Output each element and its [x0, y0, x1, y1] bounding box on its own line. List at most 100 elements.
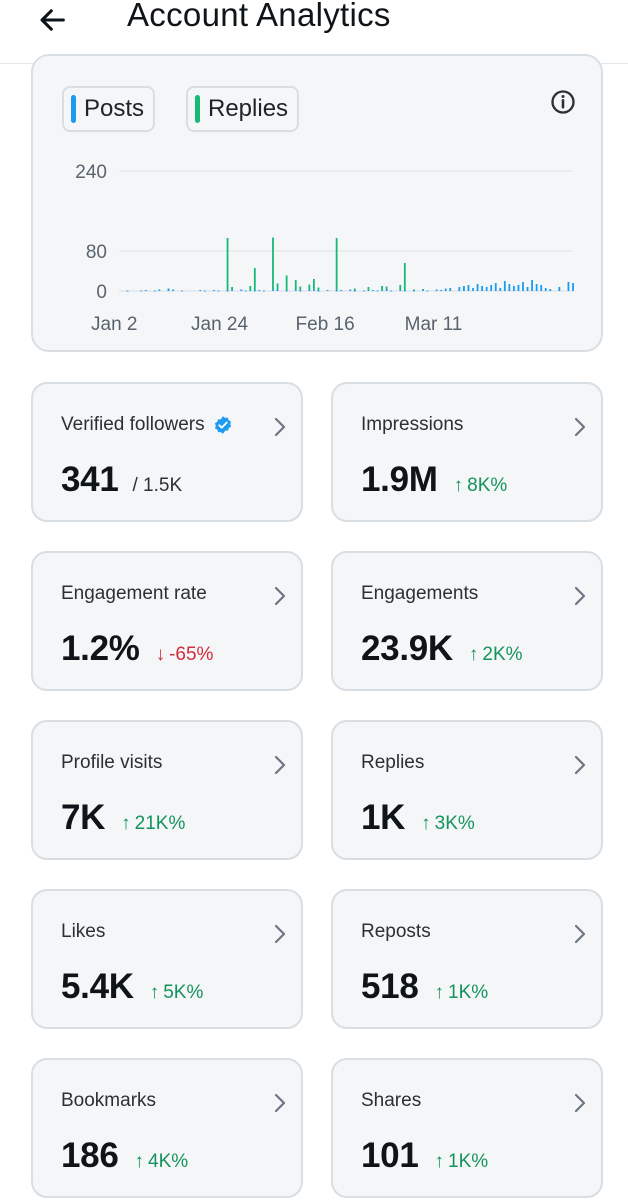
bar-posts: [317, 290, 320, 292]
stat-main: 1K ↑ 3K%: [361, 798, 475, 838]
replies-swatch: [195, 95, 200, 123]
bar-replies: [285, 275, 288, 291]
top-app-bar: Account Analytics: [0, 0, 628, 64]
stat-main: 23.9K ↑ 2K%: [361, 629, 523, 669]
chevron-right-icon: [274, 755, 286, 775]
bar-posts: [372, 290, 374, 291]
chevron-right-icon: [574, 755, 586, 775]
bar-posts: [531, 280, 533, 291]
stat-delta: ↑ 3K%: [421, 813, 475, 835]
bar-posts: [426, 290, 429, 292]
bar-posts: [272, 290, 274, 291]
chevron-right-icon: [274, 1093, 286, 1113]
bar-posts: [535, 284, 538, 291]
bar-posts: [490, 285, 493, 291]
arrow-up-icon: ↑: [421, 813, 431, 834]
bar-posts: [353, 290, 356, 292]
info-icon[interactable]: [549, 88, 577, 116]
stat-delta-value: -65%: [169, 644, 214, 665]
stat-card-reposts[interactable]: Reposts 518 ↑ 1K%: [331, 889, 603, 1029]
bar-posts: [567, 282, 570, 291]
stat-card-bookmarks[interactable]: Bookmarks 186 ↑ 4K%: [31, 1058, 303, 1198]
stat-value: 1K: [361, 798, 406, 837]
bar-posts: [449, 288, 452, 291]
bar-posts: [217, 290, 220, 292]
stat-label: Engagement rate: [61, 583, 207, 605]
x-tick-label: Jan 2: [91, 314, 137, 335]
verified-badge-icon: [214, 416, 231, 434]
stat-card-verified-followers[interactable]: Verified followers 341 / 1.5K: [31, 382, 303, 522]
bar-posts: [435, 289, 438, 291]
bar-posts: [403, 290, 406, 292]
bar-posts: [376, 290, 379, 292]
stat-card-shares[interactable]: Shares 101 ↑ 1K%: [331, 1058, 603, 1198]
y-tick-label: 80: [86, 242, 107, 263]
bar-posts: [199, 290, 202, 291]
bar-posts: [363, 290, 365, 292]
bar-posts: [476, 284, 479, 291]
bar-posts: [213, 290, 215, 291]
x-tick-label: Jan 24: [191, 314, 248, 335]
arrow-up-icon: ↑: [434, 1151, 445, 1172]
bar-posts: [544, 288, 547, 291]
stat-card-replies[interactable]: Replies 1K ↑ 3K%: [331, 720, 603, 860]
bar-replies: [335, 238, 338, 291]
stat-card-impressions[interactable]: Impressions 1.9M ↑ 8K%: [331, 382, 603, 522]
stat-value: 23.9K: [361, 629, 453, 668]
bar-replies: [249, 286, 252, 291]
stat-main: 518 ↑ 1K%: [361, 967, 488, 1007]
stat-delta: ↑ 8K%: [454, 475, 508, 497]
stat-value: 518: [361, 967, 419, 1006]
chevron-right-icon: [274, 924, 286, 944]
arrow-down-icon: ↓: [155, 644, 166, 665]
stat-card-profile-visits[interactable]: Profile visits 7K ↑ 21K%: [31, 720, 303, 860]
stat-card-engagements[interactable]: Engagements 23.9K ↑ 2K%: [331, 551, 603, 691]
stat-delta-value: 1K%: [448, 1151, 489, 1172]
stat-delta-value: 1K%: [448, 982, 489, 1003]
bar-replies: [422, 289, 424, 290]
legend-toggle-posts[interactable]: Posts: [62, 86, 156, 132]
bar-posts: [335, 290, 338, 292]
bar-posts: [517, 285, 520, 291]
stat-delta: ↑ 4K%: [135, 1151, 189, 1173]
stat-label-text: Shares: [361, 1090, 422, 1111]
bar-posts: [226, 290, 229, 292]
stat-label-text: Replies: [361, 752, 425, 773]
bar-posts: [253, 290, 256, 292]
x-tick-label: Mar 11: [405, 314, 463, 335]
stat-card-engagement-rate[interactable]: Engagement rate 1.2% ↓ -65%: [31, 551, 303, 691]
stat-label: Shares: [361, 1090, 421, 1112]
bar-posts: [526, 287, 529, 291]
bar-posts: [172, 289, 174, 291]
bar-replies: [353, 288, 356, 291]
bar-posts: [203, 290, 206, 292]
bar-posts: [313, 290, 315, 291]
stat-label-text: Profile visits: [61, 752, 163, 773]
bar-replies: [399, 285, 402, 290]
chevron-right-icon: [574, 417, 586, 437]
chevron-right-icon: [274, 417, 286, 437]
bar-replies: [367, 287, 370, 291]
stat-label-text: Engagements: [361, 583, 479, 604]
bar-posts: [158, 289, 161, 291]
bar-posts: [140, 290, 143, 292]
back-button[interactable]: [30, 0, 74, 40]
bar-posts: [522, 282, 524, 291]
arrow-up-icon: ↑: [134, 1151, 145, 1172]
bar-replies: [276, 283, 279, 290]
stat-card-likes[interactable]: Likes 5.4K ↑ 5K%: [31, 889, 303, 1029]
bar-posts: [440, 290, 443, 291]
bar-posts: [340, 290, 343, 291]
legend-toggle-replies[interactable]: Replies: [186, 86, 300, 132]
bar-posts: [326, 290, 329, 291]
bar-chart: 0 80 240 Jan 2 Jan 24 Feb 16 Mar 11: [75, 162, 574, 335]
bar-posts: [285, 290, 288, 292]
bar-posts: [385, 289, 388, 291]
bar-posts: [126, 290, 129, 292]
bar-posts: [153, 290, 156, 292]
bar-posts: [258, 290, 261, 291]
bar-posts: [144, 290, 147, 291]
bar-posts: [472, 288, 474, 291]
bar-replies: [299, 286, 302, 291]
bar-posts: [558, 287, 561, 291]
